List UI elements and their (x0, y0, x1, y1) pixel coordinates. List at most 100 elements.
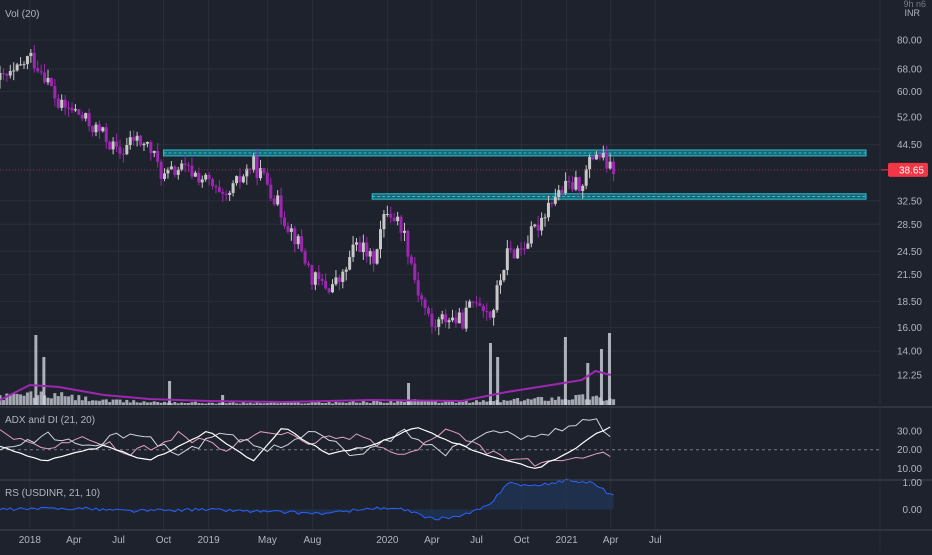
volume-bar (289, 402, 293, 405)
adx-legend[interactable]: ADX and DI (21, 20) (5, 415, 95, 426)
candle-body (423, 299, 427, 309)
last-price-label: 38.65 (899, 165, 924, 176)
volume-bar (118, 399, 122, 405)
candle-body (207, 174, 211, 179)
volume-bar (121, 402, 125, 405)
candle-body (283, 217, 287, 227)
volume-spike-bar (221, 395, 225, 405)
volume-bar (214, 403, 218, 405)
candle-body (187, 164, 191, 166)
time-tick-label: Jul (649, 535, 662, 546)
candle-body (474, 302, 478, 304)
volume-bar (481, 400, 485, 405)
axis-unit-label: 9h n6 (903, 0, 926, 9)
volume-bar (60, 392, 64, 405)
volume-bar (331, 403, 335, 405)
candle-body (15, 64, 19, 71)
volume-bar (447, 400, 451, 405)
price-tick-label: 80.00 (897, 36, 922, 47)
volume-bar (77, 395, 81, 405)
volume-bar (426, 401, 430, 405)
resistance-zones (163, 149, 867, 200)
volume-bar (358, 402, 362, 405)
candle-body (101, 127, 105, 132)
candle-body (149, 142, 153, 153)
rs-legend[interactable]: RS (USDINR, 21, 10) (5, 488, 100, 499)
candle-body (228, 192, 232, 196)
candle-body (252, 156, 256, 170)
candle-body (337, 277, 341, 282)
volume-bar (152, 401, 156, 405)
volume-bar (46, 397, 50, 405)
candle-body (509, 248, 513, 250)
candle-body (176, 169, 180, 175)
price-axis[interactable]: 80.00 68.00 60.00 52.00 44.50 32.50 28.50 24.50… (881, 36, 928, 517)
candle-body (241, 176, 245, 183)
candle-body (591, 156, 595, 160)
candle-body (56, 98, 60, 108)
volume-bar (612, 399, 616, 405)
volume-legend[interactable]: Vol (20) (5, 9, 39, 20)
volume-bar (173, 402, 177, 405)
volume-bar (577, 394, 581, 405)
volume-bar (193, 401, 197, 405)
price-tick-label: 16.00 (897, 323, 922, 334)
candle-body (392, 217, 396, 222)
volume-bar (567, 399, 571, 405)
time-tick-label: 2019 (197, 535, 220, 546)
candle-body (255, 156, 259, 179)
candle-body (169, 166, 173, 170)
candle-body (111, 141, 115, 150)
candle-body (272, 198, 276, 205)
volume-bar (399, 401, 403, 405)
candle-body (478, 303, 482, 306)
candle-body (519, 248, 523, 250)
candle-body (605, 152, 609, 169)
candle-body (331, 284, 335, 293)
volume-bar (444, 400, 448, 405)
volume-bar (87, 401, 91, 405)
candle-body (70, 107, 74, 111)
candle-body (372, 251, 376, 264)
price-tick-label: 18.50 (897, 297, 922, 308)
last-price-tag[interactable] (888, 162, 928, 177)
volume-bar (125, 399, 129, 405)
candle-body (399, 216, 403, 233)
candle-body (526, 243, 530, 249)
volume-bar (327, 402, 331, 405)
candle-body (238, 176, 242, 183)
volume-bar (492, 401, 496, 405)
volume-bar (211, 402, 215, 405)
candle-body (588, 156, 592, 170)
volume-bar (437, 402, 441, 405)
candle-body (8, 71, 12, 76)
candle-body (317, 272, 321, 279)
volume-bar (471, 402, 475, 405)
candle-body (440, 314, 444, 320)
volume-bar (12, 393, 16, 405)
volume-bar (276, 403, 280, 405)
volume-bar (200, 403, 204, 405)
volume-bar (1, 400, 5, 405)
candle-body (529, 226, 533, 244)
candle-body (121, 153, 125, 155)
candle-body (125, 145, 129, 155)
volume-bar (80, 400, 84, 405)
volume-bar (241, 402, 245, 405)
volume-bar (235, 403, 239, 405)
volume-bar (145, 402, 149, 405)
time-axis[interactable]: 2018 Apr Jul Oct 2019 May Aug 2020 Apr Jul Oct 2021… (19, 535, 662, 546)
candle-body (36, 68, 40, 72)
volume-spike-bar (407, 383, 411, 405)
candle-body (574, 177, 578, 190)
candle-body (402, 230, 406, 233)
volume-bar (361, 400, 365, 405)
candle-body (91, 126, 95, 133)
volume-bar (344, 402, 348, 405)
volume-bar (300, 403, 304, 405)
candle-body (389, 214, 393, 218)
candle-body (522, 248, 526, 250)
volume-bar (574, 395, 578, 405)
volume-bar (396, 401, 400, 405)
